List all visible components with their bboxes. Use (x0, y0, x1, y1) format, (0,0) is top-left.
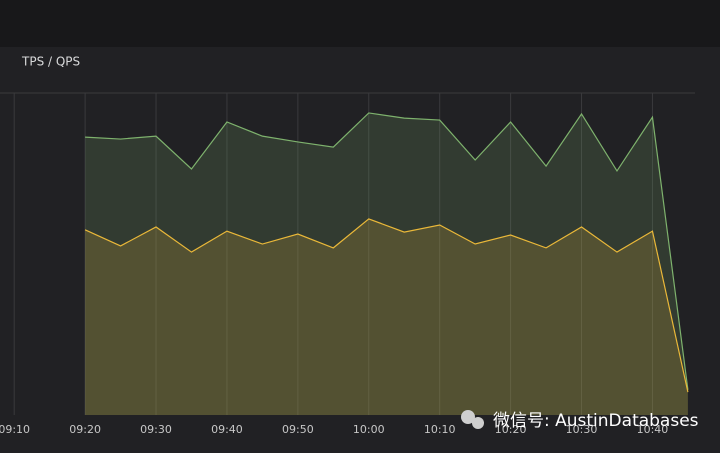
x-tick-label: 10:30 (566, 423, 598, 436)
x-tick-label: 09:20 (69, 423, 101, 436)
panel-body (0, 47, 720, 453)
area (85, 218, 688, 415)
x-tick-label: 10:20 (495, 423, 527, 436)
panel-title: TPS / QPS (21, 55, 80, 69)
watermark-text: 微信号: AustinDatabases (493, 411, 699, 431)
line (85, 112, 689, 390)
x-tick-label: 10:00 (353, 423, 385, 436)
watermark-icon (472, 417, 484, 429)
watermark: 微信号: AustinDatabases (461, 410, 699, 431)
x-tick-label: 10:10 (424, 423, 456, 436)
watermark-icon (461, 410, 475, 424)
top-bar (0, 0, 720, 47)
x-tick-label: 10:40 (637, 423, 669, 436)
x-tick-label: 09:10 (0, 423, 30, 436)
x-tick-label: 09:30 (140, 423, 172, 436)
x-tick-label: 09:40 (211, 423, 243, 436)
plot: 09:10 09:20 09:30 09:40 09:50 10:00 10:10 10:20… (0, 92, 695, 436)
line (84, 218, 689, 393)
area (85, 112, 688, 416)
x-tick-label: 09:50 (282, 423, 314, 436)
